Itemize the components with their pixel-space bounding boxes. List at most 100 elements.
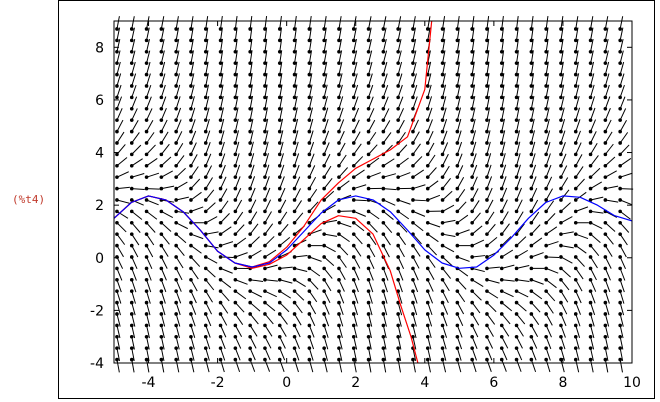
field-arrow	[470, 225, 483, 236]
field-arrow-line	[323, 336, 329, 350]
field-arrow-dot	[603, 289, 608, 293]
field-arrow	[307, 277, 319, 290]
field-arrow-dot	[189, 255, 193, 259]
field-arrow-line	[590, 268, 597, 281]
field-arrow-line	[560, 73, 565, 87]
field-arrow-line	[338, 302, 344, 316]
field-arrow-dot	[366, 255, 371, 259]
field-arrow	[440, 300, 449, 315]
field-arrow-dot	[322, 323, 326, 328]
field-arrow-dot	[189, 152, 193, 157]
field-arrow-line	[131, 302, 136, 316]
field-arrow	[499, 346, 508, 361]
field-arrow-dot	[455, 152, 460, 157]
field-arrow	[573, 50, 579, 65]
field-arrow	[248, 199, 257, 214]
field-arrow-line	[397, 96, 404, 109]
field-arrow-dot	[559, 289, 563, 293]
field-arrow-dot	[603, 357, 608, 362]
field-arrow-line	[116, 171, 129, 178]
field-arrow-dot	[129, 312, 134, 316]
field-arrow-line	[545, 16, 549, 30]
field-arrow-dot	[144, 61, 149, 65]
field-arrow-dot	[396, 61, 400, 65]
field-arrow-dot	[218, 49, 223, 54]
field-arrow-dot	[544, 232, 548, 236]
field-arrow-line	[382, 39, 387, 52]
field-arrow-line	[575, 206, 589, 212]
field-arrow-dot	[115, 357, 119, 362]
field-arrow-dot	[396, 72, 400, 77]
field-arrow	[233, 141, 240, 157]
field-arrow	[263, 187, 271, 202]
field-arrow	[440, 73, 446, 88]
field-arrow-dot	[263, 243, 267, 248]
field-arrow	[485, 300, 497, 313]
field-arrow-dot	[485, 95, 489, 100]
field-arrow	[203, 334, 211, 350]
field-arrow	[115, 232, 126, 245]
field-arrow	[189, 220, 204, 225]
field-arrow	[514, 323, 524, 337]
field-arrow-dot	[573, 198, 578, 202]
field-arrow	[292, 141, 299, 157]
field-arrow-dot	[174, 346, 178, 350]
field-arrow	[159, 300, 166, 316]
field-arrow-line	[456, 50, 461, 64]
field-arrow	[366, 266, 374, 281]
field-arrow	[440, 190, 453, 202]
field-arrow-dot	[411, 198, 415, 202]
field-arrow-line	[575, 325, 581, 338]
field-arrow-line	[545, 290, 556, 302]
field-arrow-line	[264, 73, 268, 87]
field-arrow-line	[457, 256, 470, 262]
field-arrow-dot	[351, 175, 356, 179]
field-arrow	[174, 232, 187, 244]
field-arrow	[618, 346, 624, 362]
field-arrow-line	[456, 107, 462, 121]
field-arrow-line	[456, 325, 463, 338]
field-arrow-line	[619, 268, 626, 281]
field-arrow	[603, 96, 611, 111]
field-arrow-line	[501, 359, 507, 372]
field-arrow-line	[131, 199, 144, 206]
field-arrow	[115, 289, 122, 304]
field-arrow	[544, 50, 549, 65]
field-arrow-line	[456, 313, 464, 327]
field-arrow-dot	[263, 186, 267, 191]
field-arrow-line	[397, 268, 404, 281]
field-arrow-line	[397, 291, 403, 304]
field-arrow-dot	[337, 175, 341, 179]
field-arrow-line	[220, 359, 225, 373]
field-arrow-dot	[470, 346, 474, 350]
field-arrow-dot	[322, 49, 326, 54]
field-arrow-dot	[514, 129, 519, 134]
field-arrow	[115, 157, 128, 168]
field-arrow-dot	[248, 27, 252, 31]
field-arrow	[233, 130, 240, 145]
field-arrow-dot	[159, 27, 164, 31]
field-arrow	[411, 232, 422, 245]
field-arrow-dot	[499, 300, 504, 305]
field-arrow	[544, 241, 559, 248]
field-arrow-dot	[470, 106, 474, 111]
field-arrow-dot	[174, 163, 178, 168]
field-arrow-line	[235, 252, 248, 258]
field-arrow-dot	[559, 334, 563, 339]
field-arrow-line	[545, 176, 553, 189]
field-arrow	[307, 289, 318, 303]
field-arrow-line	[546, 241, 559, 247]
field-arrow	[307, 176, 317, 191]
field-arrow-dot	[218, 323, 223, 328]
field-arrow	[618, 120, 627, 134]
field-arrow-dot	[129, 255, 134, 259]
field-arrow-dot	[277, 152, 282, 157]
field-arrow-line	[590, 73, 595, 87]
field-arrow-line	[146, 16, 150, 30]
field-arrow-line	[175, 302, 181, 316]
x-tick-label: 0	[282, 375, 291, 391]
field-arrow	[263, 84, 268, 100]
field-arrow-dot	[174, 72, 178, 77]
field-arrow-line	[531, 279, 544, 285]
field-arrow	[144, 172, 160, 179]
